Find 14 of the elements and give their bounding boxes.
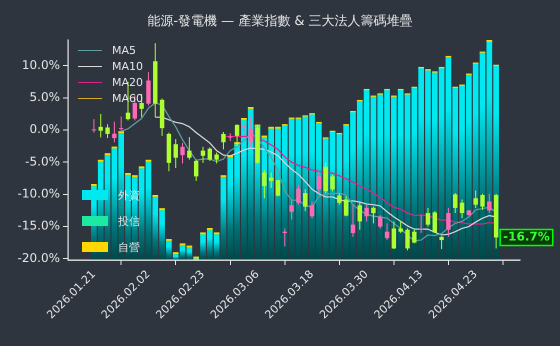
- legend-label: MA5: [112, 44, 136, 56]
- chart-title: 能源-發電機 — 產業指數 & 三大法人籌碼堆疊: [146, 13, 414, 30]
- y-tick-label: 0.0%: [30, 122, 60, 136]
- y-tick-label: -5.0%: [25, 154, 60, 168]
- y-tick-label: -15.0%: [18, 218, 60, 233]
- legend-label: MA10: [112, 60, 144, 72]
- y-tick-label: -10.0%: [18, 186, 60, 201]
- text: -16.7%: [503, 230, 550, 244]
- legend-label: 自營: [118, 240, 140, 254]
- y-tick-label: -20.0%: [18, 250, 60, 265]
- legend-label: 投信: [118, 214, 140, 228]
- y-tick-label: 10.0%: [22, 58, 60, 72]
- legend-label: MA20: [112, 76, 144, 88]
- y-tick-label: 5.0%: [30, 90, 60, 104]
